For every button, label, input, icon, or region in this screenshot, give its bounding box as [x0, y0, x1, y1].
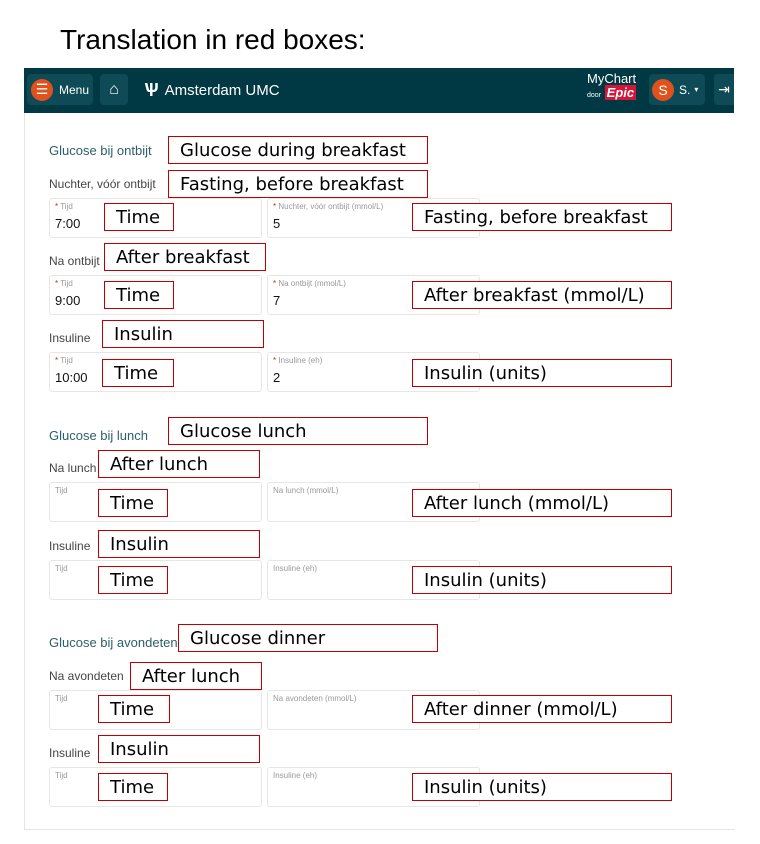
amsterdam-umc-logo[interactable]: Ѱ Amsterdam UMC	[144, 80, 280, 101]
field-label: Na avondeten (mmol/L)	[273, 694, 357, 703]
menu-label: Menu	[59, 82, 90, 97]
translation-box: After breakfast (mmol/L)	[412, 281, 672, 309]
umc-logo-icon: Ѱ	[144, 80, 159, 100]
translation-box: Time	[98, 695, 170, 723]
translation-box: Fasting, before breakfast	[412, 203, 672, 231]
time-input[interactable]: 10:00	[55, 370, 88, 385]
epic-text: Epic	[604, 85, 637, 100]
translation-box: Insulin	[98, 735, 260, 763]
logout-icon[interactable]: ⇥	[714, 74, 734, 105]
translation-box: Time	[104, 203, 174, 231]
field-label-text: Tijd	[60, 279, 73, 288]
translation-box: Glucose during breakfast	[168, 136, 428, 164]
value-input[interactable]: 7	[273, 293, 281, 308]
required-marker: *	[273, 279, 279, 288]
brand-name: Amsterdam UMC	[164, 82, 280, 99]
translation-box: Time	[98, 566, 168, 594]
field-label: * Insuline (eh)	[273, 356, 322, 365]
field-label-text: Tijd	[60, 202, 73, 211]
translation-box: Time	[102, 359, 174, 387]
field-label-text: Insuline (eh)	[273, 771, 318, 780]
translation-box: Insulin (units)	[412, 359, 672, 387]
field-label-text: Na ontbijt (mmol/L)	[278, 279, 346, 288]
required-marker: *	[55, 279, 61, 288]
chevron-down-icon: ▾	[694, 85, 699, 94]
field-group-label: Insuline	[49, 331, 91, 345]
required-marker: *	[55, 356, 61, 365]
translation-box: Insulin (units)	[412, 773, 672, 801]
translation-box: After lunch	[130, 662, 262, 690]
section-heading: Glucose bij ontbijt	[49, 143, 152, 158]
translation-box: After dinner (mmol/L)	[412, 695, 672, 723]
field-label-text: Tijd	[55, 694, 68, 703]
field-label-text: Nuchter, vóór ontbijt (mmol/L)	[278, 202, 384, 211]
mychart-epic-logo: MyChart door Epic	[587, 71, 637, 103]
field-label-text: Na lunch (mmol/L)	[273, 486, 339, 495]
required-marker: *	[273, 356, 279, 365]
section-heading: Glucose bij avondeten	[49, 635, 178, 650]
field-label: * Nuchter, vóór ontbijt (mmol/L)	[273, 202, 383, 211]
translation-box: After breakfast	[104, 243, 266, 271]
field-label-text: Tijd	[55, 486, 68, 495]
translation-box: Glucose dinner	[178, 624, 438, 652]
translation-box: Insulin	[98, 530, 260, 558]
field-label: Tijd	[55, 771, 68, 780]
value-input[interactable]: 2	[273, 370, 281, 385]
glucose-form	[24, 113, 735, 830]
time-input[interactable]: 7:00	[55, 216, 81, 231]
translation-box: Time	[104, 281, 174, 309]
field-label: Insuline (eh)	[273, 771, 317, 780]
field-label-text: Tijd	[55, 771, 68, 780]
field-group-label: Na avondeten	[49, 669, 124, 683]
field-group-label: Nuchter, vóór ontbijt	[49, 177, 156, 191]
menu-button[interactable]: ☰ Menu	[27, 74, 93, 105]
field-label: * Tijd	[55, 202, 73, 211]
section-heading: Glucose bij lunch	[49, 428, 148, 443]
user-menu-button[interactable]: S S. ▾	[649, 74, 705, 105]
translation-box: Insulin	[102, 320, 264, 348]
user-avatar: S	[652, 78, 674, 101]
field-label-text: Tijd	[55, 564, 68, 573]
translation-box: Time	[98, 489, 168, 517]
field-group-label: Na ontbijt	[49, 254, 100, 268]
field-label: Tijd	[55, 486, 68, 495]
field-group-label: Insuline	[49, 539, 91, 553]
translation-box: Time	[98, 773, 168, 801]
value-input[interactable]: 5	[273, 216, 281, 231]
field-label: Na lunch (mmol/L)	[273, 486, 338, 495]
translation-box: Glucose lunch	[168, 417, 428, 445]
field-label: Tijd	[55, 564, 68, 573]
user-name: S.	[679, 82, 691, 97]
field-group-label: Na lunch	[49, 461, 97, 475]
time-input[interactable]: 9:00	[55, 293, 81, 308]
field-group-label: Insuline	[49, 746, 91, 760]
hamburger-icon: ☰	[31, 78, 53, 101]
home-icon[interactable]: ⌂	[100, 74, 128, 105]
field-label: * Tijd	[55, 279, 73, 288]
translation-box: After lunch	[98, 450, 260, 478]
translation-box: After lunch (mmol/L)	[412, 489, 672, 517]
field-label-text: Insuline (eh)	[273, 564, 318, 573]
top-navigation-bar: ☰ Menu ⌂ Ѱ Amsterdam UMC MyChart door Ep…	[24, 68, 734, 113]
field-label-text: Na avondeten (mmol/L)	[273, 694, 357, 703]
field-label: Tijd	[55, 694, 68, 703]
required-marker: *	[273, 202, 279, 211]
field-label: * Tijd	[55, 356, 73, 365]
translation-box: Fasting, before breakfast	[168, 170, 428, 198]
translation-title: Translation in red boxes:	[60, 24, 366, 55]
field-label: Insuline (eh)	[273, 564, 317, 573]
field-label-text: Tijd	[60, 356, 73, 365]
field-label-text: Insuline (eh)	[278, 356, 323, 365]
translation-box: Insulin (units)	[412, 566, 672, 594]
required-marker: *	[55, 202, 61, 211]
field-label: * Na ontbijt (mmol/L)	[273, 279, 346, 288]
door-text: door	[587, 92, 602, 99]
mychart-text: MyChart	[587, 71, 637, 86]
